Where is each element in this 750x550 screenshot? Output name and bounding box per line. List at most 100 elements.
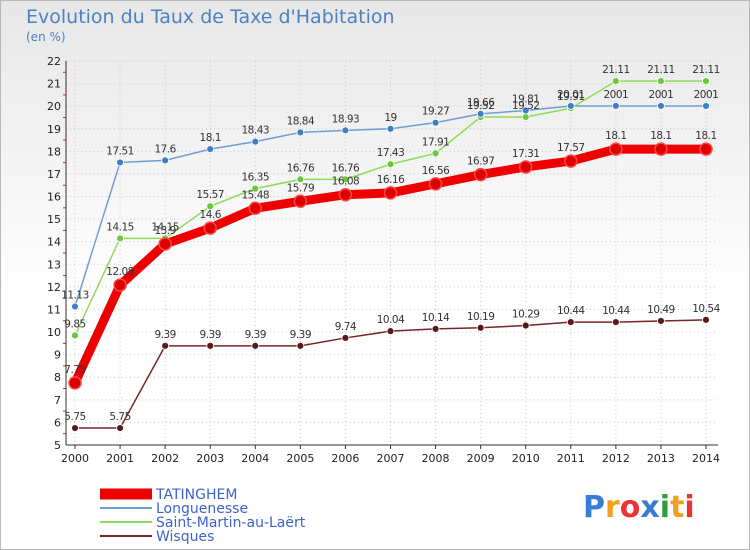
data-point	[566, 102, 575, 110]
data-label: 17.57	[557, 142, 585, 154]
data-point	[113, 278, 127, 292]
legend-label: TATINGHEM	[155, 487, 237, 503]
data-label: 10.04	[377, 314, 405, 326]
data-point	[206, 341, 215, 350]
data-labels: 7.75 12.08 13.9 14.6 15.48 15.79 16.08 16.16 16.…	[61, 64, 721, 423]
data-point	[431, 118, 440, 127]
data-label: 9.74	[335, 321, 357, 333]
data-label: 17.91	[422, 136, 450, 148]
data-point	[521, 321, 530, 330]
data-point	[431, 149, 440, 158]
data-label: 9.39	[200, 329, 221, 341]
data-point	[116, 234, 124, 243]
x-tick-label: 2001	[106, 452, 134, 465]
data-point	[296, 175, 305, 184]
data-point	[386, 124, 395, 133]
data-label: 21.11	[692, 64, 720, 76]
data-label: 10.49	[647, 304, 675, 316]
data-label: 17.43	[377, 147, 405, 159]
data-label: 16.97	[467, 156, 495, 168]
data-label: 16.08	[332, 176, 360, 188]
data-label: 7.75	[64, 364, 85, 376]
data-label: 18.93	[332, 113, 360, 125]
x-tick-label: 2003	[196, 452, 224, 465]
axes: 5 6 7 8 9 10 11 12 13 14 15 16 17 18 19 20 21 22 2000 2001 2…	[47, 55, 720, 465]
data-point	[699, 142, 713, 156]
data-label: 19.81	[512, 93, 540, 105]
data-label: 19.52	[467, 100, 495, 112]
data-point	[654, 142, 668, 156]
y-tick-label: 14	[47, 236, 61, 249]
y-tick-label: 10	[47, 326, 61, 339]
data-point	[341, 175, 350, 184]
y-tick-label: 16	[47, 191, 61, 204]
data-label: 9.85	[64, 318, 85, 330]
data-point	[657, 317, 665, 325]
data-point	[341, 334, 350, 342]
data-point	[116, 158, 124, 167]
data-label: 19.52	[512, 100, 540, 112]
y-tick-label: 18	[47, 145, 61, 158]
data-point	[476, 109, 485, 118]
data-point	[248, 201, 263, 216]
data-label: 18.1	[650, 130, 671, 142]
data-point	[341, 126, 350, 135]
data-label: 5.75	[64, 411, 85, 423]
chart-title: Evolution du Taux de Taxe d'Habitation	[26, 6, 395, 28]
x-tick-label: 2006	[331, 452, 359, 465]
data-point	[431, 324, 440, 333]
data-point	[611, 102, 620, 110]
data-point	[521, 106, 530, 115]
data-label: 18.1	[605, 130, 626, 142]
y-tick-label: 21	[47, 78, 61, 91]
logo-letter: P	[583, 490, 605, 525]
y-tick-label: 13	[47, 258, 61, 271]
data-label: 10.44	[602, 305, 630, 317]
data-label: 15.48	[242, 189, 270, 201]
data-label: 16.16	[377, 174, 405, 186]
data-label: 9.39	[154, 329, 175, 341]
y-tick-label: 20	[47, 100, 61, 113]
data-point	[161, 341, 170, 350]
data-point	[566, 318, 575, 327]
data-label: 11.13	[61, 290, 89, 302]
data-label: 14.15	[151, 221, 179, 233]
data-label: 21.11	[602, 64, 630, 76]
chart-unit: (en %)	[26, 30, 66, 44]
data-label: 14.6	[200, 209, 222, 221]
data-label: 2001	[603, 89, 628, 101]
y-tick-label: 12	[47, 281, 61, 294]
data-label: 18.1	[200, 132, 221, 144]
y-tick-label: 7	[54, 394, 61, 407]
y-tick-label: 22	[47, 55, 61, 68]
data-label: 12.08	[106, 266, 134, 278]
data-point	[657, 102, 665, 110]
data-point	[161, 156, 170, 165]
data-point	[611, 77, 620, 86]
data-label: 16.76	[332, 162, 360, 174]
data-label: 10.14	[422, 312, 450, 324]
data-label: 19.66	[467, 97, 495, 109]
data-point	[609, 142, 623, 156]
x-tick-label: 2004	[241, 452, 269, 465]
logo-letter: x	[640, 490, 659, 525]
x-tick-label: 2011	[557, 452, 585, 465]
data-label: 19	[384, 112, 396, 124]
data-point	[206, 145, 215, 153]
y-tick-label: 15	[47, 213, 61, 226]
data-label: 16.35	[242, 172, 270, 184]
data-label: 18.1	[695, 130, 716, 142]
data-point	[296, 128, 305, 137]
logo-text: Proxiti	[583, 490, 695, 525]
data-label: 18.84	[287, 115, 315, 127]
x-tick-label: 2005	[286, 452, 314, 465]
y-tick-label: 6	[54, 416, 61, 429]
data-point	[702, 315, 710, 324]
logo-letter: t	[670, 490, 684, 525]
legend-label: Longuenesse	[156, 501, 248, 517]
x-tick-label: 2010	[512, 452, 540, 465]
legend-label: Saint-Martin-au-Laërt	[156, 515, 306, 531]
legend-label: Wisques	[156, 529, 214, 545]
data-point	[293, 194, 308, 209]
